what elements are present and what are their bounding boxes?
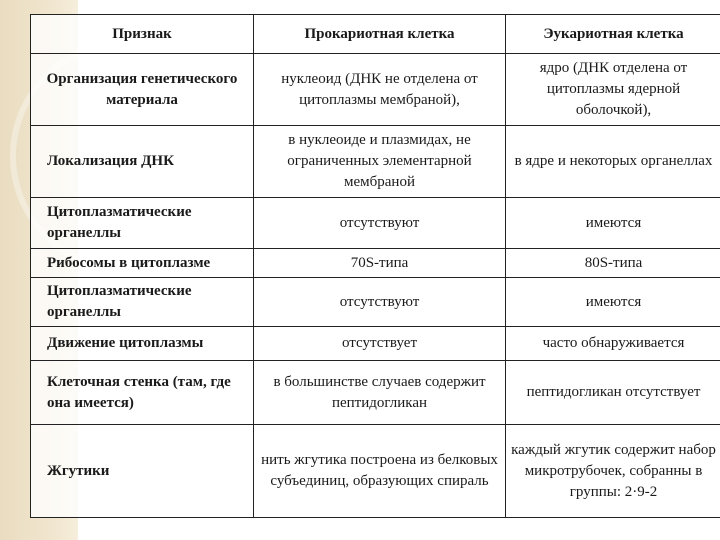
eukaryote-cell: имеются bbox=[505, 277, 720, 327]
comparison-table: Признак Прокариотная клетка Эукариотная … bbox=[30, 14, 720, 518]
header-cell: Признак bbox=[30, 14, 254, 54]
eukaryote-cell: пептидогликан отсутствует bbox=[505, 360, 720, 425]
feature-cell: Движение цитоплазмы bbox=[30, 326, 254, 361]
table-row: Движение цитоплазмы отсутствует часто об… bbox=[30, 326, 720, 361]
header-cell: Прокариотная клетка bbox=[253, 14, 506, 54]
eukaryote-cell: в ядре и некоторых органеллах bbox=[505, 125, 720, 198]
header-cell: Эукариотная клетка bbox=[505, 14, 720, 54]
header-row: Признак Прокариотная клетка Эукариотная … bbox=[30, 14, 720, 54]
feature-cell: Организация генетического материала bbox=[30, 53, 254, 126]
feature-cell: Рибосомы в цитоплазме bbox=[30, 248, 254, 278]
eukaryote-cell: часто обнаруживается bbox=[505, 326, 720, 361]
table-row: Жгутики нить жгутика построена из белков… bbox=[30, 424, 720, 518]
prokaryote-cell: нить жгутика построена из белковых субъе… bbox=[253, 424, 506, 518]
table-row: Цитоплазматические органеллы отсутствуют… bbox=[30, 277, 720, 327]
prokaryote-cell: отсутствует bbox=[253, 326, 506, 361]
table-row: Цитоплазматические органеллы отсутствуют… bbox=[30, 197, 720, 249]
eukaryote-cell: 80S-типа bbox=[505, 248, 720, 278]
feature-cell: Цитоплазматические органеллы bbox=[30, 197, 254, 249]
table-row: Организация генетического материала нукл… bbox=[30, 53, 720, 126]
prokaryote-cell: в большинстве случаев содержит пептидогл… bbox=[253, 360, 506, 425]
prokaryote-cell: отсутствуют bbox=[253, 277, 506, 327]
feature-cell: Жгутики bbox=[30, 424, 254, 518]
prokaryote-cell: 70S-типа bbox=[253, 248, 506, 278]
table-row: Клеточная стенка (там, где она имеется) … bbox=[30, 360, 720, 425]
table-row: Локализация ДНК в нуклеоиде и плазмидах,… bbox=[30, 125, 720, 198]
feature-cell: Цитоплазматические органеллы bbox=[30, 277, 254, 327]
eukaryote-cell: ядро (ДНК отделена от цитоплазмы ядерной… bbox=[505, 53, 720, 126]
eukaryote-cell: имеются bbox=[505, 197, 720, 249]
table-row: Рибосомы в цитоплазме 70S-типа 80S-типа bbox=[30, 248, 720, 278]
prokaryote-cell: в нуклеоиде и плазмидах, не ограниченных… bbox=[253, 125, 506, 198]
prokaryote-cell: отсутствуют bbox=[253, 197, 506, 249]
feature-cell: Клеточная стенка (там, где она имеется) bbox=[30, 360, 254, 425]
feature-cell: Локализация ДНК bbox=[30, 125, 254, 198]
prokaryote-cell: нуклеоид (ДНК не отделена от цитоплазмы … bbox=[253, 53, 506, 126]
eukaryote-cell: каждый жгутик содержит набор микротрубоч… bbox=[505, 424, 720, 518]
